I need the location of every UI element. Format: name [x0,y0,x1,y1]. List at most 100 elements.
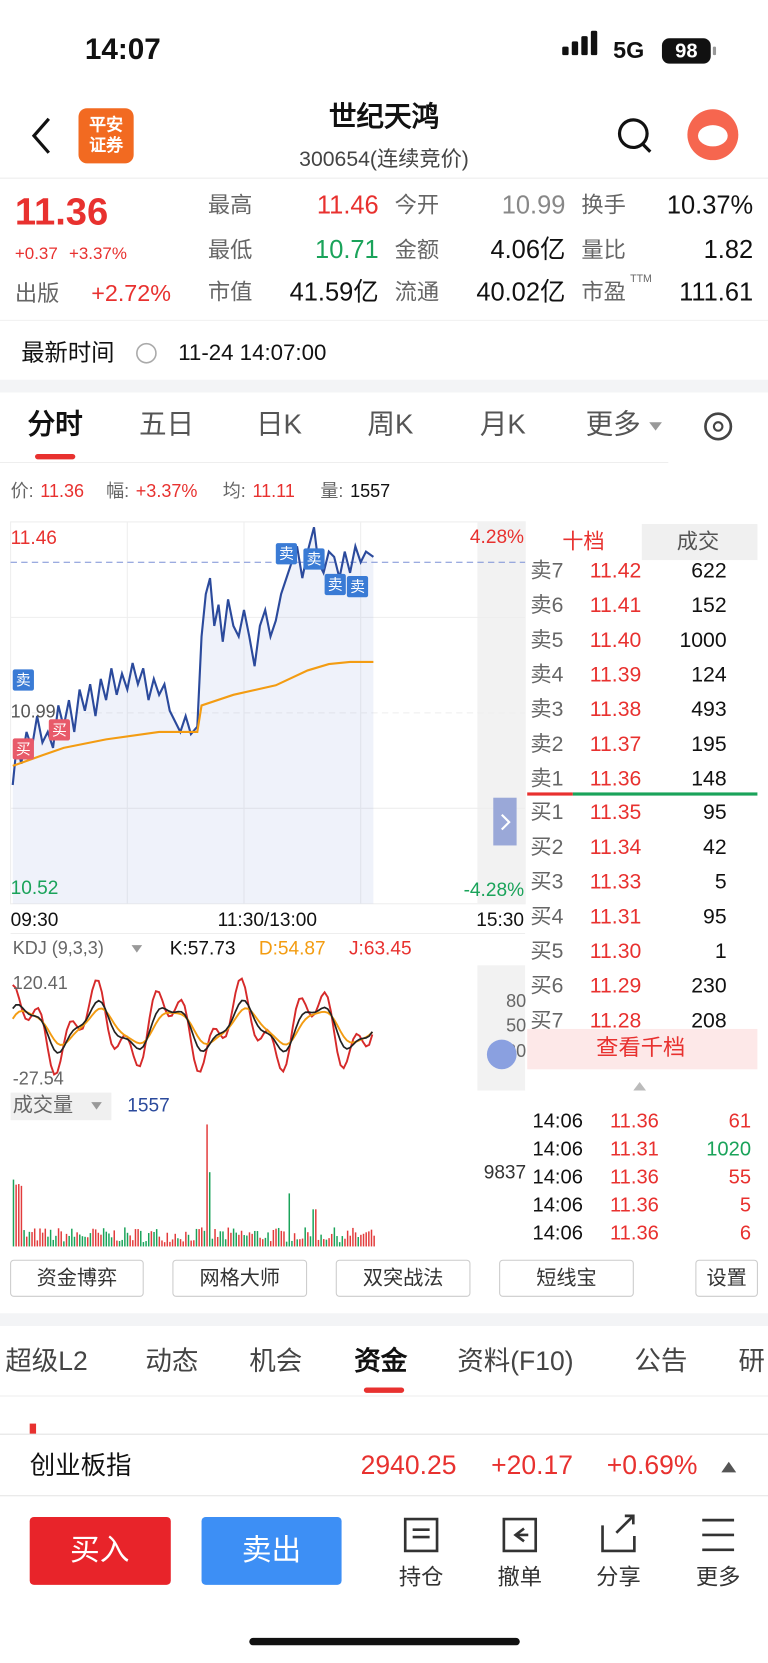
collapse-arrow [633,1082,647,1091]
volume-bar [94,1229,97,1247]
volume-bar [269,1241,272,1247]
tool-button[interactable] [10,1259,144,1297]
tool-label: 设置 [706,1267,746,1290]
volume-bar [315,1209,317,1247]
volume-bar [349,1235,352,1247]
volume-bar [166,1232,169,1247]
book-tab[interactable]: 十档 [562,530,604,554]
stat-value: 10.71 [315,236,379,264]
book-volume: 95 [703,905,727,928]
volume-bar [44,1228,47,1247]
section-tab[interactable]: 研 [738,1346,765,1376]
chart-tab[interactable]: 分时 [28,409,83,440]
more-depth[interactable]: 查看千档 [596,1035,685,1060]
settings-icon[interactable] [704,412,733,441]
book-volume: 1 [715,940,727,963]
action-label[interactable]: 更多 [696,1564,741,1589]
book-price: 11.39 [590,663,642,686]
section-tab[interactable]: 资金 [354,1346,408,1376]
indicator-name[interactable]: KDJ (9,3,3) [13,938,104,958]
tool-button[interactable] [335,1259,471,1297]
volume-bar [155,1229,158,1247]
chart-tab[interactable]: 更多 [586,409,641,440]
buy-button[interactable] [29,1516,171,1585]
volume-bar [352,1227,354,1247]
network-type: 5G [613,37,644,63]
stat-label: 市值 [208,280,253,305]
section-tab[interactable]: 资料(F10) [457,1346,573,1376]
volume-bar [299,1239,301,1247]
action-icon[interactable] [702,1518,735,1552]
search-icon[interactable] [617,118,649,150]
back-button[interactable] [31,117,50,154]
volume-bar [169,1241,171,1247]
volume-title[interactable]: 成交量 [13,1094,73,1117]
chart-tab[interactable]: 五日 [139,409,194,440]
book-level: 买3 [530,871,563,894]
volume-bar [219,1231,222,1247]
battery [661,38,711,64]
volume-bar [52,1239,54,1247]
volume-bar [330,1233,333,1247]
battery-tip [712,46,717,56]
volume-bar [333,1227,336,1247]
action-icon[interactable] [601,1514,636,1553]
trade-time: 14:06 [533,1166,583,1188]
sell-button[interactable] [201,1516,342,1585]
index-bar[interactable] [0,1434,768,1496]
section-tab[interactable]: 公告 [634,1346,687,1376]
chart-tab[interactable]: 周K [367,409,414,440]
tool-button[interactable] [695,1259,758,1297]
info-label: 均: [223,481,246,501]
index-change: +20.17 [491,1450,573,1480]
toggle-button[interactable] [486,1039,517,1070]
section-tab[interactable]: 机会 [249,1346,302,1376]
volume-bar [277,1227,280,1247]
trade-time: 14:06 [533,1222,583,1244]
volume-bar [73,1236,76,1247]
book-divider-green [572,792,758,796]
volume-bar [179,1239,182,1247]
book-volume: 124 [691,663,727,686]
time-axis-label: 11:30/13:00 [218,910,317,931]
axis-low-pct: -4.28% [464,880,524,901]
volume-bar [230,1232,232,1247]
book-tab[interactable]: 成交 [677,530,719,554]
book-volume: 230 [691,975,726,998]
section-marker [29,1423,37,1435]
chart-tab[interactable]: 日K [256,409,303,440]
info-value: 11.36 [40,481,84,501]
section-tab[interactable]: 动态 [145,1346,198,1376]
action-label[interactable]: 撤单 [498,1564,543,1589]
volume-bar [275,1228,277,1247]
volume-bar [254,1230,256,1247]
section-tab[interactable]: 超级L2 [5,1346,87,1376]
volume-bar [105,1231,108,1247]
action-icon[interactable] [502,1517,538,1553]
tool-button[interactable] [499,1259,634,1297]
chart-tab[interactable]: 月K [480,409,527,440]
volume-bar [338,1242,341,1247]
stat-label: 换手 [581,193,626,218]
volume-bar [161,1240,163,1247]
volume-bar [201,1227,203,1247]
volume-bar [360,1234,362,1247]
stat-label: 最高 [208,193,253,218]
kdj-d-line [11,1007,373,1046]
volume-bar [121,1239,123,1247]
volume-bar [293,1233,296,1247]
expand-arrow [721,1461,737,1473]
book-volume: 1000 [679,629,726,652]
book-volume: 195 [691,733,726,756]
tool-button[interactable] [172,1259,308,1297]
signal-bar [590,30,598,56]
stat-value: 11.46 [317,192,379,220]
action-icon[interactable] [403,1517,439,1553]
logo-text: 平安 [89,115,123,135]
logo-text: 证券 [89,135,124,155]
action-label[interactable]: 分享 [596,1564,641,1589]
expand-button[interactable] [493,797,517,846]
trade-time: 14:06 [533,1194,583,1216]
action-label[interactable]: 持仓 [399,1564,444,1589]
info-label: 量: [320,481,343,501]
